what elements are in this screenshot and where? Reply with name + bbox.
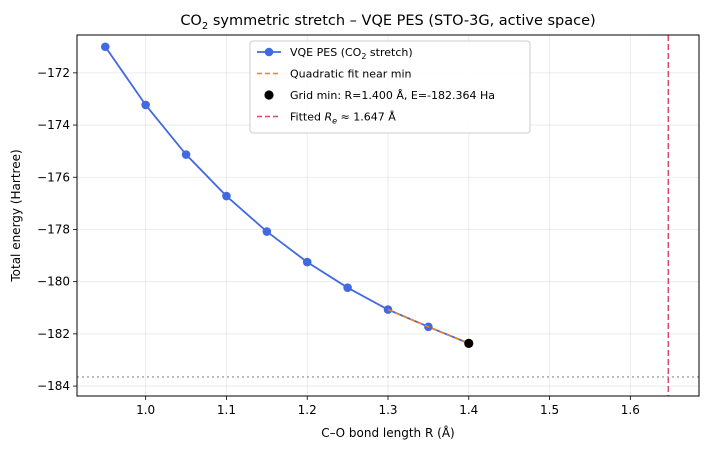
y-tick-label: −178: [37, 222, 70, 236]
vqe-pes-line: [104, 46, 470, 345]
axis-ticks: 1.0 1.1 1.2 1.3 1.4 1.5 1.6 −184 −182 −180 −178 −17…: [37, 66, 640, 417]
y-tick-label: −174: [37, 118, 70, 132]
legend-box: [249, 40, 531, 134]
legend-label: Fitted Re ≈ 1.647 Å: [290, 111, 396, 126]
x-tick-label: 1.2: [298, 403, 317, 417]
y-tick-label: −176: [37, 170, 70, 184]
x-tick-label: 1.5: [540, 403, 559, 417]
vqe-pes-point: [262, 227, 272, 236]
quadratic-fit-line: [387, 308, 470, 345]
y-axis-label: Total energy (Hartree): [9, 149, 23, 282]
series-layer: [100, 42, 474, 348]
x-axis-label: C–O bond length R (Å): [321, 425, 454, 440]
vqe-pes-point: [181, 150, 191, 159]
legend-label-symbol: R: [324, 111, 332, 124]
legend-label-part: stretch): [366, 46, 412, 59]
chart-title-part: CO: [180, 13, 202, 29]
vqe-pes-point: [222, 191, 231, 201]
x-tick-label: 1.4: [459, 403, 478, 417]
legend-label-part: VQE PES (CO: [290, 46, 362, 59]
y-tick-label: −184: [37, 379, 70, 393]
y-tick-label: −180: [37, 275, 70, 289]
reference-lines: [77, 35, 699, 396]
legend-label-part: ≈ 1.647 Å: [337, 111, 396, 124]
vqe-pes-point: [343, 283, 352, 292]
legend-marker-handle: [264, 47, 274, 57]
vqe-pes-point: [302, 257, 312, 267]
legend: VQE PES (CO2 stretch) Quadratic fit near …: [249, 40, 531, 134]
legend-label: Quadratic fit near min: [290, 68, 412, 81]
legend-label-subscript: e: [332, 117, 337, 126]
grid-min-point: [464, 338, 474, 348]
legend-label: Grid min: R=1.400 Å, E=-182.364 Ha: [290, 89, 495, 102]
chart-title-subscript: 2: [202, 21, 208, 32]
legend-point-handle: [264, 90, 274, 100]
y-tick-label: −172: [37, 66, 70, 80]
legend-label: VQE PES (CO2 stretch): [290, 46, 413, 61]
legend-label-subscript: 2: [361, 52, 366, 61]
y-tick-label: −182: [37, 327, 70, 341]
x-tick-label: 1.3: [378, 403, 397, 417]
x-tick-label: 1.6: [621, 403, 640, 417]
legend-label-part: Fitted: [290, 111, 324, 124]
vqe-pes-point: [141, 100, 150, 110]
x-tick-label: 1.1: [217, 403, 236, 417]
x-tick-label: 1.0: [136, 403, 155, 417]
vqe-pes-point: [100, 42, 110, 52]
chart-title-part: symmetric stretch – VQE PES (STO-3G, act…: [208, 13, 595, 29]
chart-title: CO2 symmetric stretch – VQE PES (STO-3G,…: [180, 13, 595, 32]
